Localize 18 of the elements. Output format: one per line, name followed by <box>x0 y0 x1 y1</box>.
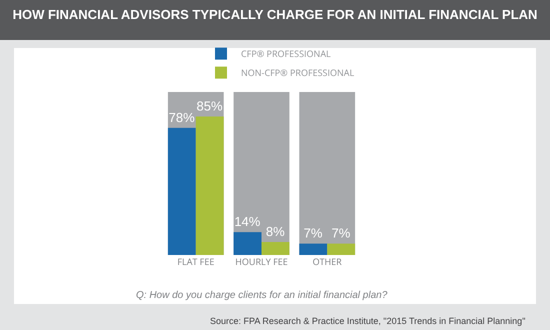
text: Q: How do you charge clients for an initial financial plan? <box>136 290 388 301</box>
data-label: 8% <box>266 224 286 239</box>
bar <box>234 232 262 255</box>
bar <box>262 242 290 255</box>
data-label: 78% <box>168 110 196 125</box>
x-tick-label: HOURLY FEE <box>235 255 288 268</box>
bar <box>327 244 356 255</box>
data-label: 14% <box>234 214 261 230</box>
legend-label: CFP® PROFESSIONAL <box>241 47 332 60</box>
x-tick-label: OTHER <box>312 255 342 268</box>
legend-label: NON-CFP® PROFESSIONAL <box>241 66 354 80</box>
x-tick-label: FLAT FEE <box>177 255 214 268</box>
data-label: 85% <box>196 98 224 114</box>
data-label: 7% <box>332 226 351 241</box>
source-note: Source: FPA Research & Practice Institute, "2015 Trends in Financial Planning" <box>210 316 526 326</box>
bar <box>299 244 328 255</box>
data-label: 7% <box>304 226 323 241</box>
chart-title: HOW FINANCIAL ADVISORS TYPICALLY CHARGE FOR AN INITIAL FINANCIAL PLAN <box>12 7 538 22</box>
